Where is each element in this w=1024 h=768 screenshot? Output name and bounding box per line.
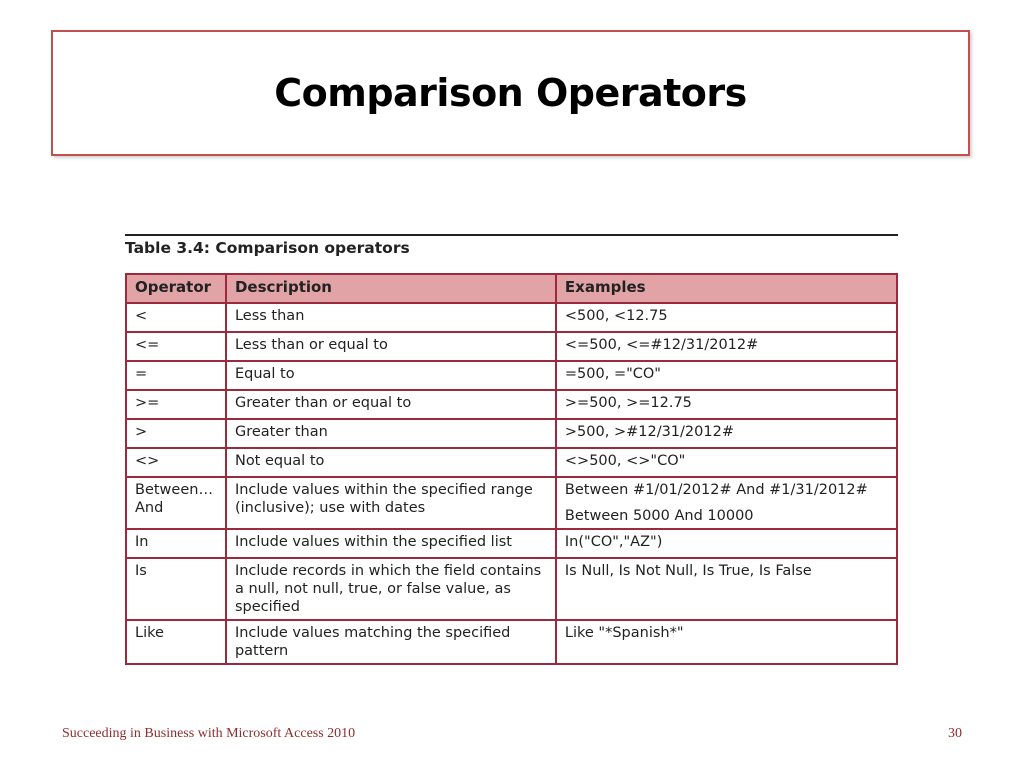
examples-cell: <500, <12.75 [554,302,899,333]
operator-cell: > [125,418,227,449]
table-row: > Greater than >500, >#12/31/2012# [125,418,899,449]
example-text: =500, ="CO" [564,366,661,382]
operator-cell: <> [125,447,227,478]
example-text: <>500, <>"CO" [564,453,686,469]
examples-cell: Like "*Spanish*" [554,619,899,665]
example-text: In("CO","AZ") [564,534,663,550]
operator-cell: Like [125,619,227,665]
operator-cell: Between… And [125,476,227,530]
title-box: Comparison Operators [51,30,970,156]
examples-cell: =500, ="CO" [554,360,899,391]
example-text: Between #1/01/2012# And #1/31/2012# [564,482,868,498]
footer-text: Succeeding in Business with Microsoft Ac… [62,726,356,741]
table-row: >= Greater than or equal to >=500, >=12.75 [125,389,899,420]
operator-cell: = [125,360,227,391]
description-cell: Greater than or equal to [224,389,557,420]
table-caption: Table 3.4: Comparison operators [125,239,410,257]
example-text: >500, >#12/31/2012# [564,424,734,440]
description-cell: Less than or equal to [224,331,557,362]
examples-cell: Is Null, Is Not Null, Is True, Is False [554,557,899,621]
table-top-rule [125,234,898,236]
description-cell: Include records in which the field conta… [224,557,557,621]
examples-cell: >500, >#12/31/2012# [554,418,899,449]
example-text: Like "*Spanish*" [564,625,684,641]
description-cell: Include values within the specified rang… [224,476,557,530]
operator-cell: <= [125,331,227,362]
operators-table: Operator Description Examples < Less than… [125,273,899,665]
column-header-description: Description [224,273,557,304]
table-row: = Equal to =500, ="CO" [125,360,899,391]
operator-cell: Is [125,557,227,621]
examples-cell: >=500, >=12.75 [554,389,899,420]
description-cell: Include values within the specified list [224,528,557,559]
description-cell: Equal to [224,360,557,391]
column-header-operator: Operator [125,273,227,304]
description-cell: Not equal to [224,447,557,478]
description-cell: Include values matching the specified pa… [224,619,557,665]
page-number: 30 [948,726,962,741]
description-cell: Less than [224,302,557,333]
table-body: < Less than <500, <12.75 <= Less than or equ… [125,302,899,665]
examples-cell: <=500, <=#12/31/2012# [554,331,899,362]
table-figure: Table 3.4: Comparison operators Operator… [125,234,899,665]
example-text: <=500, <=#12/31/2012# [564,337,759,353]
table-row: Is Include records in which the field con… [125,557,899,621]
slide-title: Comparison Operators [274,71,747,115]
examples-cell: Between #1/01/2012# And #1/31/2012# Betwe… [554,476,899,530]
table-row: Between… And Include values within the sp… [125,476,899,530]
table-header-row: Operator Description Examples [125,273,899,304]
example-text: Between 5000 And 10000 [564,508,754,524]
table-row: In Include values within the specified li… [125,528,899,559]
operator-cell: In [125,528,227,559]
table-row: <> Not equal to <>500, <>"CO" [125,447,899,478]
operator-cell: >= [125,389,227,420]
example-text: Is Null, Is Not Null, Is True, Is False [564,563,812,579]
examples-cell: <>500, <>"CO" [554,447,899,478]
description-cell: Greater than [224,418,557,449]
examples-cell: In("CO","AZ") [554,528,899,559]
example-text: >=500, >=12.75 [564,395,692,411]
column-header-examples: Examples [554,273,899,304]
example-text: <500, <12.75 [564,308,668,324]
table-row: < Less than <500, <12.75 [125,302,899,333]
table-row: <= Less than or equal to <=500, <=#12/31/2… [125,331,899,362]
table-row: Like Include values matching the specifie… [125,619,899,665]
operator-cell: < [125,302,227,333]
